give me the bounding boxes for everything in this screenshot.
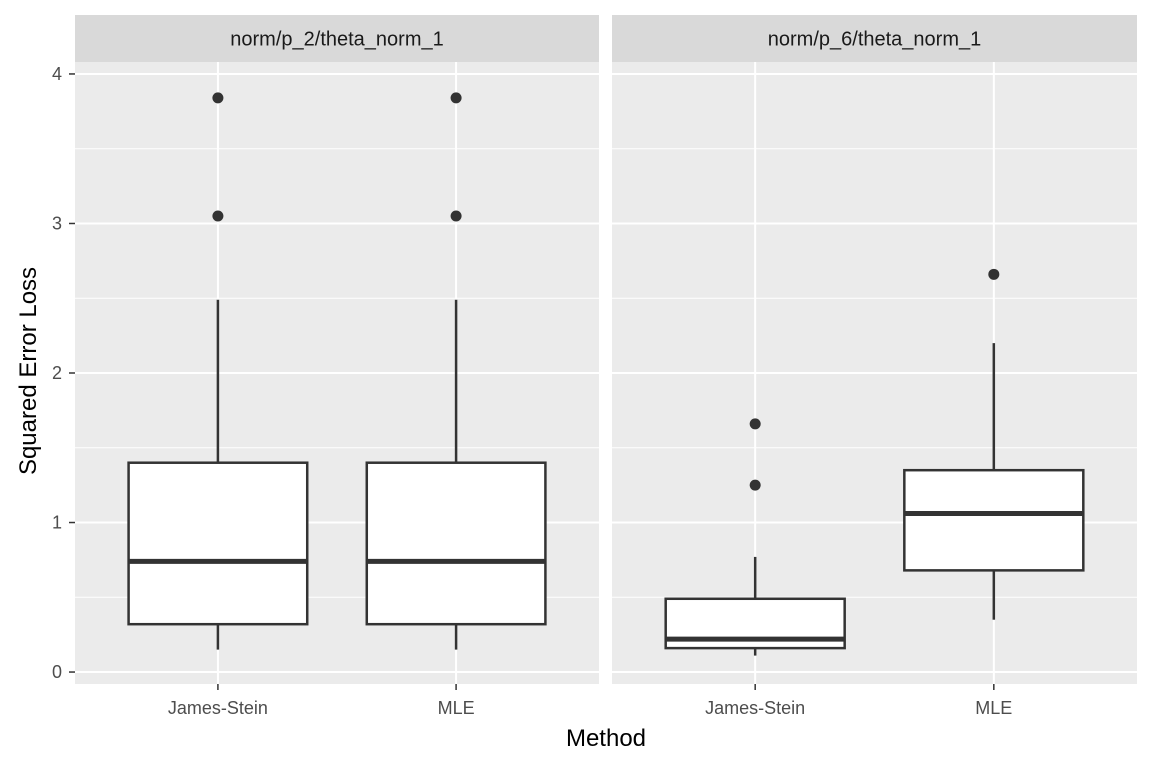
outlier-point xyxy=(988,268,1000,280)
box xyxy=(903,268,1085,620)
facet-panel: norm/p_6/theta_norm_1 James-Stein MLE xyxy=(612,15,1137,718)
y-tick-label: 2 xyxy=(52,363,62,383)
outlier-point xyxy=(749,479,761,491)
outlier-point xyxy=(450,210,462,222)
facet-panel: norm/p_2/theta_norm_1 James-Stein MLE xyxy=(75,15,599,718)
x-tick-label: James-Stein xyxy=(168,698,268,718)
x-tick-label: MLE xyxy=(438,698,475,718)
box-iqr xyxy=(365,461,547,626)
box xyxy=(664,418,846,656)
y-tick-label: 4 xyxy=(52,64,62,84)
facet-title: norm/p_6/theta_norm_1 xyxy=(768,29,981,51)
box-iqr xyxy=(903,468,1085,572)
outlier-point xyxy=(749,418,761,430)
y-axis: 0 1 2 3 4 xyxy=(52,64,75,682)
box-iqr xyxy=(127,461,309,626)
box xyxy=(127,92,309,650)
y-tick-label: 0 xyxy=(52,662,62,682)
x-tick-label: James-Stein xyxy=(705,698,805,718)
x-tick-label: MLE xyxy=(975,698,1012,718)
outlier-point xyxy=(450,92,462,104)
facet-title: norm/p_2/theta_norm_1 xyxy=(230,29,443,51)
y-tick-label: 3 xyxy=(52,213,62,233)
outlier-point xyxy=(212,210,224,222)
x-axis-title: Method xyxy=(566,725,646,752)
box xyxy=(365,92,547,650)
outlier-point xyxy=(212,92,224,104)
facet-strip xyxy=(612,15,1137,62)
y-axis-title: Squared Error Loss xyxy=(15,267,42,475)
facet-strip xyxy=(75,15,599,62)
y-tick-label: 1 xyxy=(52,513,62,533)
